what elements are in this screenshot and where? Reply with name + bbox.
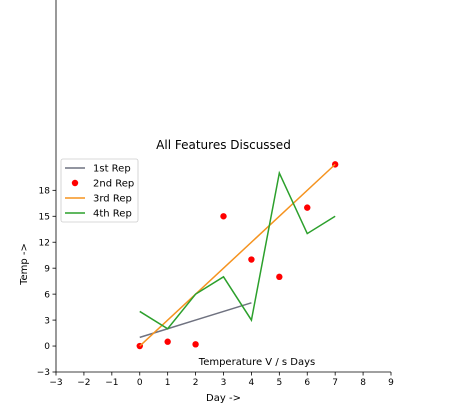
y-tick-label: 3 (44, 316, 50, 326)
y-tick-label: 15 (39, 212, 50, 222)
x-tick-label: −2 (77, 378, 90, 388)
data-point-2nd-rep (248, 256, 254, 262)
y-tick-label: −3 (37, 368, 50, 378)
legend-label: 4th Rep (93, 209, 132, 220)
y-tick-label: 12 (39, 238, 50, 248)
series-line-4th-rep (140, 173, 335, 329)
legend: 1st Rep 2nd Rep 3rd Rep 4th Rep (61, 159, 138, 222)
x-tick-label: −1 (105, 378, 118, 388)
data-point-2nd-rep (164, 339, 170, 345)
x-tick-label: 2 (193, 378, 199, 388)
series-line-3rd-rep (140, 164, 335, 346)
chart-annotation: Temperature V / s Days (198, 357, 315, 368)
chart-title: All Features Discussed (156, 138, 291, 152)
y-axis-label: Temp -> (19, 243, 30, 286)
x-ticks: −3 −2 −1 0 1 2 3 4 5 6 7 8 9 (49, 372, 394, 388)
x-tick-label: 0 (137, 378, 143, 388)
x-tick-label: 9 (388, 378, 394, 388)
series-line-1st-rep (140, 303, 252, 338)
legend-swatch (72, 180, 78, 186)
x-tick-label: 1 (165, 378, 171, 388)
x-tick-label: −3 (49, 378, 62, 388)
y-tick-label: 18 (39, 187, 51, 197)
legend-label: 1st Rep (93, 164, 131, 175)
legend-label: 3rd Rep (93, 194, 132, 205)
x-tick-label: 5 (276, 378, 282, 388)
data-point-2nd-rep (192, 341, 198, 347)
data-point-2nd-rep (304, 204, 310, 210)
y-ticks: −3 0 3 6 9 12 15 18 (37, 187, 56, 379)
y-tick-label: 6 (44, 290, 50, 300)
x-tick-label: 6 (304, 378, 310, 388)
data-point-2nd-rep (220, 213, 226, 219)
x-tick-label: 8 (360, 378, 366, 388)
y-tick-label: 9 (44, 264, 50, 274)
x-axis-label: Day -> (206, 393, 241, 404)
legend-label: 2nd Rep (93, 179, 134, 190)
x-tick-label: 7 (332, 378, 338, 388)
x-tick-label: 4 (249, 378, 255, 388)
x-tick-label: 3 (221, 378, 227, 388)
y-tick-label: 0 (44, 342, 50, 352)
series (137, 161, 339, 349)
data-point-2nd-rep (276, 274, 282, 280)
